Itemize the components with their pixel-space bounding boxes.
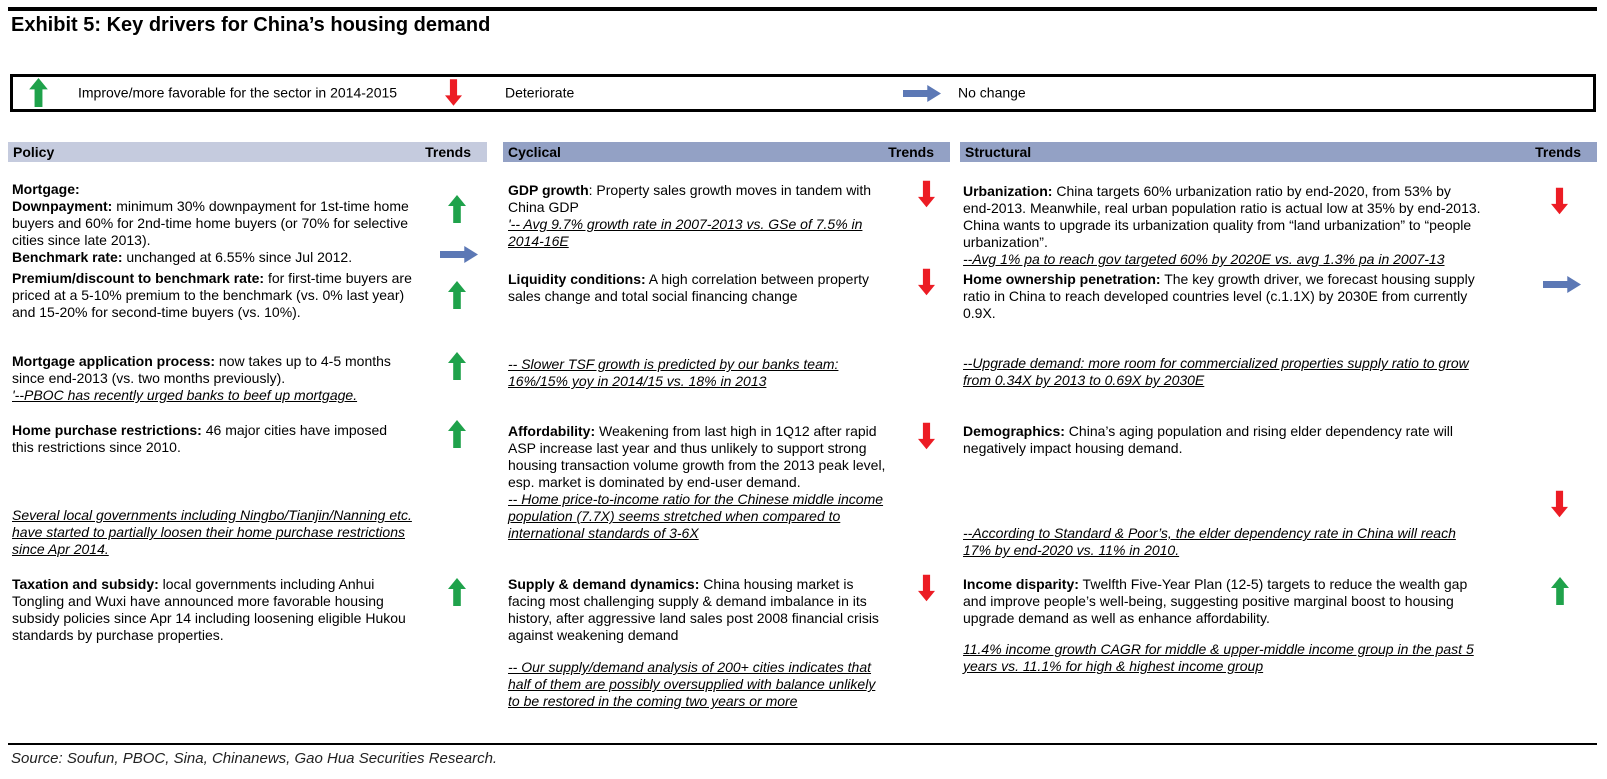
policy-column-header: Policy Trends	[8, 142, 487, 162]
structural-urbanization-item: Urbanization: China targets 60% urbaniza…	[963, 183, 1481, 267]
policy-header-label: Policy	[13, 143, 55, 160]
cyclical-header-label: Cyclical	[508, 143, 561, 160]
cyclical-gdp-footnote: '-- Avg 9.7% growth rate in 2007-2013 vs…	[508, 216, 863, 249]
policy-premium-trend-up-arrow-icon	[448, 281, 466, 309]
source-note: Source: Soufun, PBOC, Sina, Chinanews, G…	[11, 750, 498, 767]
cyclical-trends-label: Trends	[888, 143, 934, 160]
policy-taxation-trend-up-arrow-icon	[448, 578, 466, 606]
structural-urbanization-trend-down-arrow-icon	[1551, 187, 1568, 215]
top-rule	[8, 7, 1597, 11]
policy-benchmark-trend-right-arrow-icon	[440, 246, 478, 263]
policy-application-trend-up-arrow-icon	[448, 352, 466, 380]
structural-column-header: Structural Trends	[960, 142, 1597, 162]
structural-income-item: Income disparity: Twelfth Five-Year Plan…	[963, 576, 1468, 626]
policy-mortgage-item: Mortgage: Downpayment: minimum 30% downp…	[12, 181, 409, 265]
policy-application-footnote: '--PBOC has recently urged banks to beef…	[12, 387, 358, 403]
structural-ownership-trend-right-arrow-icon	[1543, 276, 1581, 293]
legend-deteriorate-down-arrow-icon	[445, 79, 462, 106]
cyclical-liquidity-item: Liquidity conditions: A high correlation…	[508, 271, 870, 304]
policy-downpayment-trend-up-arrow-icon	[448, 195, 466, 223]
structural-demographics-item: Demographics: China’s aging population a…	[963, 423, 1454, 456]
cyclical-supply-footnote: -- Our supply/demand analysis of 200+ ci…	[508, 659, 876, 709]
cyclical-gdp-item: GDP growth: Property sales growth moves …	[508, 182, 872, 249]
legend-box: Improve/more favorable for the sector in…	[10, 74, 1596, 112]
cyclical-gdp-trend-down-arrow-icon	[918, 180, 935, 208]
policy-trends-label: Trends	[425, 143, 471, 160]
policy-local-gov-footnote: Several local governments including Ning…	[12, 507, 412, 557]
policy-restrictions-item: Home purchase restrictions: 46 major cit…	[12, 422, 388, 455]
cyclical-affordability-trend-down-arrow-icon	[918, 422, 935, 450]
structural-header-label: Structural	[965, 143, 1032, 160]
policy-premium-item: Premium/discount to benchmark rate: for …	[12, 270, 412, 320]
structural-sp-footnote: --According to Standard & Poor’s, the el…	[963, 525, 1456, 558]
cyclical-column-header: Cyclical Trends	[503, 142, 950, 162]
cyclical-supply-item: Supply & demand dynamics: China housing …	[508, 576, 879, 643]
structural-trends-label: Trends	[1535, 143, 1581, 160]
structural-ownership-item: Home ownership penetration: The key grow…	[963, 271, 1475, 321]
legend-no-change-label: No change	[958, 84, 1026, 101]
cyclical-supply-trend-down-arrow-icon	[918, 574, 935, 602]
policy-mortgage-heading: Mortgage:	[12, 181, 80, 197]
cyclical-liquidity-trend-down-arrow-icon	[918, 268, 935, 296]
cyclical-affordability-item: Affordability: Weakening from last high …	[508, 423, 886, 541]
bottom-rule	[8, 743, 1597, 745]
cyclical-affordability-footnote: -- Home price-to-income ratio for the Ch…	[508, 491, 884, 541]
legend-deteriorate-label: Deteriorate	[505, 84, 575, 101]
structural-income-footnote: 11.4% income growth CAGR for middle & up…	[963, 641, 1474, 674]
policy-restrictions-trend-up-arrow-icon	[448, 420, 466, 448]
cyclical-tsf-footnote: -- Slower TSF growth is predicted by our…	[508, 356, 839, 389]
policy-taxation-item: Taxation and subsidy: local governments …	[12, 576, 406, 643]
structural-income-trend-up-arrow-icon	[1551, 577, 1569, 605]
legend-improve-label: Improve/more favorable for the sector in…	[78, 84, 398, 101]
structural-demographics-trend-down-arrow-icon	[1551, 490, 1568, 518]
exhibit-title: Exhibit 5: Key drivers for China’s housi…	[11, 14, 491, 36]
structural-urbanization-footnote: --Avg 1% pa to reach gov targeted 60% by…	[963, 251, 1445, 267]
legend-no-change-right-arrow-icon	[903, 85, 941, 102]
policy-application-item: Mortgage application process: now takes …	[12, 353, 391, 403]
legend-improve-up-arrow-icon	[29, 78, 48, 107]
structural-upgrade-footnote: --Upgrade demand: more room for commerci…	[963, 355, 1469, 388]
